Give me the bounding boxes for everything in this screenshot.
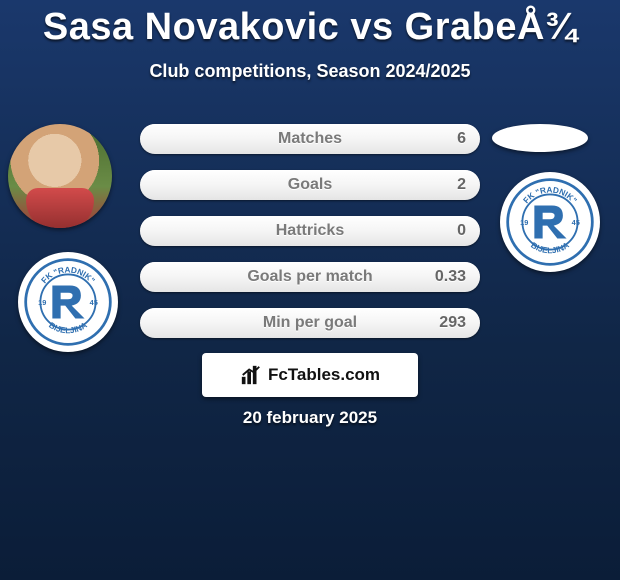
stat-value: 6 [457, 124, 466, 154]
brand-label: FcTables.com [268, 365, 380, 385]
svg-text:45: 45 [572, 218, 580, 227]
page-title: Sasa Novakovic vs GrabeÅ¾ [0, 0, 620, 49]
brand-box: FcTables.com [202, 353, 418, 397]
stat-label: Matches [140, 124, 480, 154]
club-badge-left-svg: FK "RADNIK" BIJELJINA 19 45 [22, 256, 114, 348]
stat-value: 2 [457, 170, 466, 200]
date-text: 20 february 2025 [0, 408, 620, 428]
stat-label: Goals per match [140, 262, 480, 292]
stat-label: Hattricks [140, 216, 480, 246]
stat-value: 293 [439, 308, 466, 338]
stat-bar: Hattricks 0 [140, 216, 480, 246]
stat-label: Min per goal [140, 308, 480, 338]
stat-value: 0 [457, 216, 466, 246]
stat-value: 0.33 [435, 262, 466, 292]
stat-bar: Goals 2 [140, 170, 480, 200]
stat-bar: Goals per match 0.33 [140, 262, 480, 292]
page-subtitle: Club competitions, Season 2024/2025 [0, 61, 620, 82]
svg-text:19: 19 [520, 218, 528, 227]
bars-icon [240, 364, 262, 386]
stat-bar: Min per goal 293 [140, 308, 480, 338]
stat-bar: Matches 6 [140, 124, 480, 154]
stat-bars: Matches 6 Goals 2 Hattricks 0 Goals per … [140, 124, 480, 354]
club-badge-right: FK "RADNIK" BIJELJINA 19 45 [500, 172, 600, 272]
club-badge-left: FK "RADNIK" BIJELJINA 19 45 [18, 252, 118, 352]
player-left-avatar [8, 124, 112, 228]
svg-text:45: 45 [90, 298, 98, 307]
svg-text:19: 19 [38, 298, 46, 307]
stat-label: Goals [140, 170, 480, 200]
comparison-card: Sasa Novakovic vs GrabeÅ¾ Club competiti… [0, 0, 620, 580]
club-badge-right-svg: FK "RADNIK" BIJELJINA 19 45 [504, 176, 596, 268]
player-right-avatar [492, 124, 588, 152]
